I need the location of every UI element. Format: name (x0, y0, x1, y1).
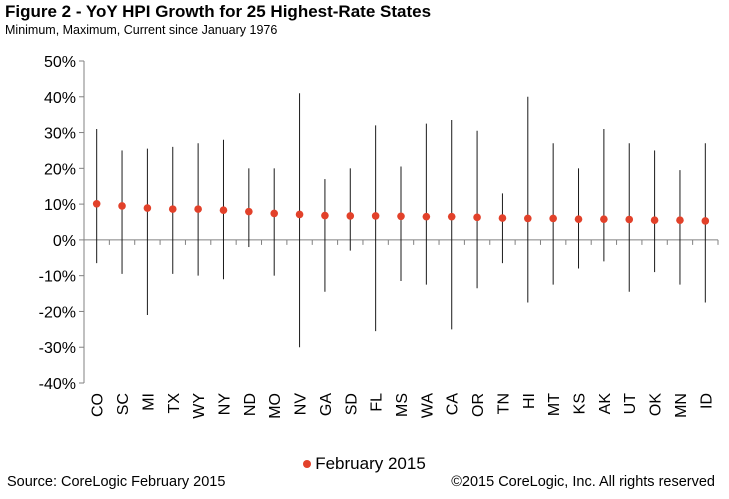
data-point-wy (194, 205, 202, 213)
data-point-fl (371, 212, 380, 220)
y-tick-label: 10% (44, 197, 76, 214)
x-tick-label: GA (318, 393, 335, 416)
data-point-nd (245, 207, 253, 216)
y-tick-label: 40% (44, 90, 76, 107)
data-point-sd (346, 212, 355, 220)
y-tick-label: -20% (39, 304, 76, 321)
x-tick-label: FL (369, 393, 386, 412)
x-tick-label: MN (673, 393, 690, 418)
data-point-ks (574, 215, 583, 223)
data-point-mt (549, 214, 557, 223)
data-point-ca (447, 212, 456, 221)
x-tick-label: OK (648, 393, 665, 416)
y-tick-label: 0% (53, 233, 76, 250)
y-tick-label: 20% (44, 161, 76, 178)
y-tick-label: -10% (39, 269, 76, 286)
data-point-sc (118, 202, 126, 210)
x-tick-label: CO (90, 393, 107, 417)
data-point-ny (219, 206, 228, 214)
y-tick-label: 50% (44, 54, 76, 71)
x-tick-label: WA (419, 393, 436, 419)
data-point-ms (397, 212, 405, 221)
data-point-or (473, 213, 481, 222)
x-tick-label: KS (572, 393, 589, 414)
x-tick-label: MI (140, 393, 157, 411)
data-point-tn (498, 214, 507, 222)
x-tick-label: MO (267, 393, 284, 419)
data-point-nv (295, 210, 304, 219)
data-point-tx (168, 205, 177, 213)
x-tick-label: WY (191, 393, 208, 419)
source-note: Source: CoreLogic February 2015 (7, 474, 226, 490)
y-tick-label: -30% (39, 340, 76, 357)
x-tick-label: NV (293, 393, 310, 416)
data-point-mo (270, 209, 279, 218)
data-point-ak (600, 215, 608, 223)
data-point-mi (143, 204, 152, 212)
legend-marker (303, 459, 312, 468)
x-tick-label: UT (622, 393, 639, 415)
data-point-mn (676, 216, 684, 225)
x-tick-label: ND (242, 393, 259, 416)
x-tick-label: ID (698, 393, 715, 409)
data-point-ga (321, 211, 329, 220)
x-tick-label: NY (216, 393, 233, 416)
chart-title: Figure 2 - YoY HPI Growth for 25 Highest… (5, 2, 432, 21)
x-tick-label: SC (115, 393, 132, 415)
x-tick-label: HI (521, 393, 538, 409)
x-tick-label: OR (470, 393, 487, 417)
chart-subtitle: Minimum, Maximum, Current since January … (5, 23, 278, 37)
data-point-hi (524, 214, 532, 223)
x-tick-label: MT (546, 393, 563, 416)
x-tick-label: AK (597, 393, 614, 415)
data-point-ut (625, 215, 634, 224)
data-point-ok (650, 216, 659, 225)
chart-legend: February 2015 (0, 454, 729, 474)
x-tick-label: CA (445, 393, 462, 416)
x-tick-label: TX (166, 393, 183, 414)
x-tick-label: MS (394, 393, 411, 417)
x-tick-label: TN (495, 393, 512, 414)
y-tick-label: -40% (39, 376, 76, 393)
data-point-id (701, 217, 710, 225)
y-tick-label: 30% (44, 126, 76, 143)
x-tick-label: SD (343, 393, 360, 415)
data-point-co (92, 199, 101, 208)
legend-label: February 2015 (315, 454, 426, 473)
data-point-wa (422, 212, 431, 221)
copyright-note: ©2015 CoreLogic, Inc. All rights reserve… (451, 474, 715, 490)
